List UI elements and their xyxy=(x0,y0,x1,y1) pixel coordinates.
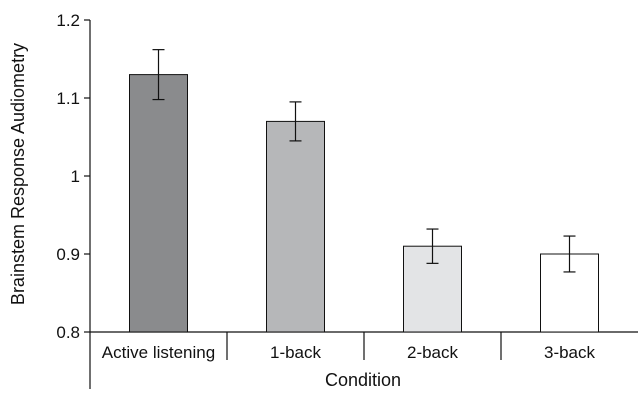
y-tick-label: 1.2 xyxy=(56,11,80,30)
y-tick-label: 0.8 xyxy=(56,323,80,342)
category-separators xyxy=(226,332,502,360)
category-labels: Active listening 1-back 2-back 3-back xyxy=(102,343,596,362)
bar-1 xyxy=(129,74,188,333)
y-tick-label: 0.9 xyxy=(56,245,80,264)
category-label-1: Active listening xyxy=(102,343,215,362)
error-bars xyxy=(152,49,576,273)
category-label-4: 3-back xyxy=(544,343,596,362)
category-label-3: 2-back xyxy=(407,343,459,362)
y-tick-label: 1 xyxy=(71,167,80,186)
y-axis-title: Brainstem Response Audiometry xyxy=(8,43,28,305)
bar-2 xyxy=(266,120,325,333)
category-label-2: 1-back xyxy=(270,343,322,362)
bars xyxy=(129,74,599,333)
y-tick-label: 1.1 xyxy=(56,89,80,108)
y-ticks: 0.8 0.9 1 1.1 1.2 xyxy=(56,11,90,342)
x-axis-title: Condition xyxy=(325,370,401,390)
